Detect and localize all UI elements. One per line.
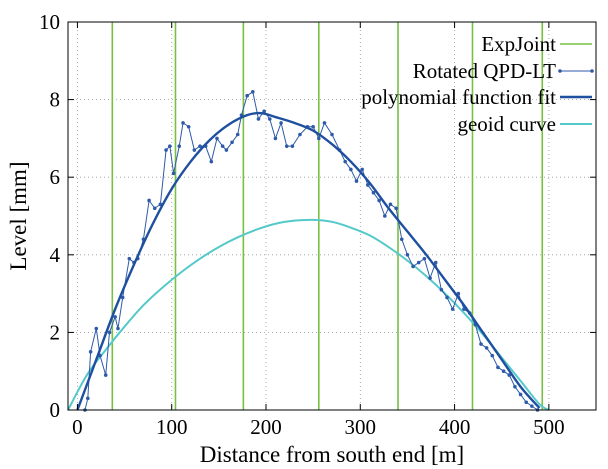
qpd-point xyxy=(279,121,283,125)
qpd-point xyxy=(298,132,302,137)
qpd-point xyxy=(164,148,168,152)
qpd-point xyxy=(439,287,444,292)
qpd-point xyxy=(322,121,327,125)
qpd-point xyxy=(484,346,489,350)
legend-label: ExpJoint xyxy=(481,32,556,56)
qpd-point xyxy=(383,214,387,218)
y-tick-label: 0 xyxy=(50,398,61,422)
qpd-point xyxy=(168,144,172,148)
polynomial-fit-line xyxy=(76,111,541,411)
qpd-point xyxy=(433,260,438,265)
qpd-point xyxy=(394,206,398,211)
qpd-point xyxy=(490,353,495,358)
qpd-point xyxy=(267,117,272,121)
qpd-point xyxy=(235,132,240,137)
qpd-point xyxy=(524,400,529,405)
y-axis-title: Level [mm] xyxy=(6,161,31,270)
qpd-point xyxy=(230,140,234,145)
qpd-point xyxy=(513,384,517,389)
qpd-point xyxy=(209,159,214,164)
x-axis-title: Distance from south end [m] xyxy=(200,442,464,467)
qpd-point xyxy=(377,198,381,203)
qpd-point xyxy=(147,198,151,203)
geoid-curve-series xyxy=(67,218,550,411)
legend-label: Rotated QPD-LT xyxy=(413,59,556,83)
y-tick-label: 6 xyxy=(50,165,61,189)
legend-marker xyxy=(590,69,594,73)
qpd-point xyxy=(501,369,506,374)
qpd-point xyxy=(450,307,455,311)
qpd-point xyxy=(245,93,249,98)
qpd-point xyxy=(507,373,512,377)
ticks: 0 100 200 300 400 500 0 2 4 6 8 10 xyxy=(39,10,596,439)
x-tick-label: 500 xyxy=(533,415,565,439)
qpd-point xyxy=(445,295,449,300)
qpd-point xyxy=(530,404,534,408)
qpd-point xyxy=(198,144,202,148)
qpd-point xyxy=(405,253,410,257)
qpd-point xyxy=(220,144,225,148)
qpd-point xyxy=(422,256,427,261)
qpd-point xyxy=(107,330,112,335)
qpd-point xyxy=(411,264,415,269)
x-tick-label: 0 xyxy=(72,415,83,439)
qpd-point xyxy=(290,144,295,148)
qpd-point xyxy=(113,315,117,319)
qpd-point xyxy=(186,124,191,129)
legend-label: geoid curve xyxy=(457,112,556,136)
qpd-point xyxy=(103,373,108,377)
qpd-line xyxy=(84,91,538,411)
qpd-point xyxy=(311,124,315,129)
qpd-point xyxy=(256,117,261,121)
qpd-point xyxy=(116,326,120,331)
qpd-point xyxy=(354,179,359,183)
legend-label: polynomial function fit xyxy=(361,85,556,109)
qpd-point xyxy=(399,237,404,242)
qpd-point xyxy=(86,396,90,401)
qpd-point xyxy=(94,326,99,331)
legend-marker xyxy=(558,69,562,73)
qpd-point xyxy=(127,256,132,261)
qpd-point xyxy=(171,171,176,176)
qpd-point xyxy=(371,190,376,195)
geoid-curve-line xyxy=(67,218,550,411)
y-tick-label: 2 xyxy=(50,320,61,344)
qpd-point xyxy=(479,342,483,346)
x-tick-label: 400 xyxy=(439,415,471,439)
qpd-point xyxy=(366,183,370,187)
qpd-point xyxy=(192,148,197,152)
x-tick-label: 100 xyxy=(156,415,188,439)
qpd-point xyxy=(317,136,321,141)
polynomial-fit-series xyxy=(76,111,541,411)
qpd-point xyxy=(120,295,125,300)
rotated-qpd-lt-series xyxy=(83,90,540,412)
plot-frame xyxy=(67,21,597,411)
x-tick-label: 200 xyxy=(250,415,282,439)
y-tick-label: 10 xyxy=(39,10,60,34)
y-tick-label: 4 xyxy=(50,243,61,267)
qpd-point xyxy=(416,260,421,265)
qpd-point xyxy=(88,350,93,354)
qpd-point xyxy=(177,144,182,148)
qpd-point xyxy=(496,365,500,370)
x-tick-label: 300 xyxy=(345,415,377,439)
qpd-point xyxy=(428,276,432,280)
qpd-point xyxy=(343,159,348,164)
y-tick-label: 8 xyxy=(50,88,61,112)
qpd-point xyxy=(215,136,219,141)
qpd-point xyxy=(349,167,353,172)
qpd-point xyxy=(330,132,334,137)
qpd-point xyxy=(251,90,255,94)
qpd-point xyxy=(224,148,229,152)
qpd-point xyxy=(518,392,523,397)
qpd-point xyxy=(388,202,393,207)
qpd-point xyxy=(152,206,157,211)
qpd-point xyxy=(181,121,185,125)
qpd-point xyxy=(284,144,289,148)
qpd-point xyxy=(360,167,364,172)
qpd-point xyxy=(262,109,266,114)
qpd-point xyxy=(273,136,278,141)
